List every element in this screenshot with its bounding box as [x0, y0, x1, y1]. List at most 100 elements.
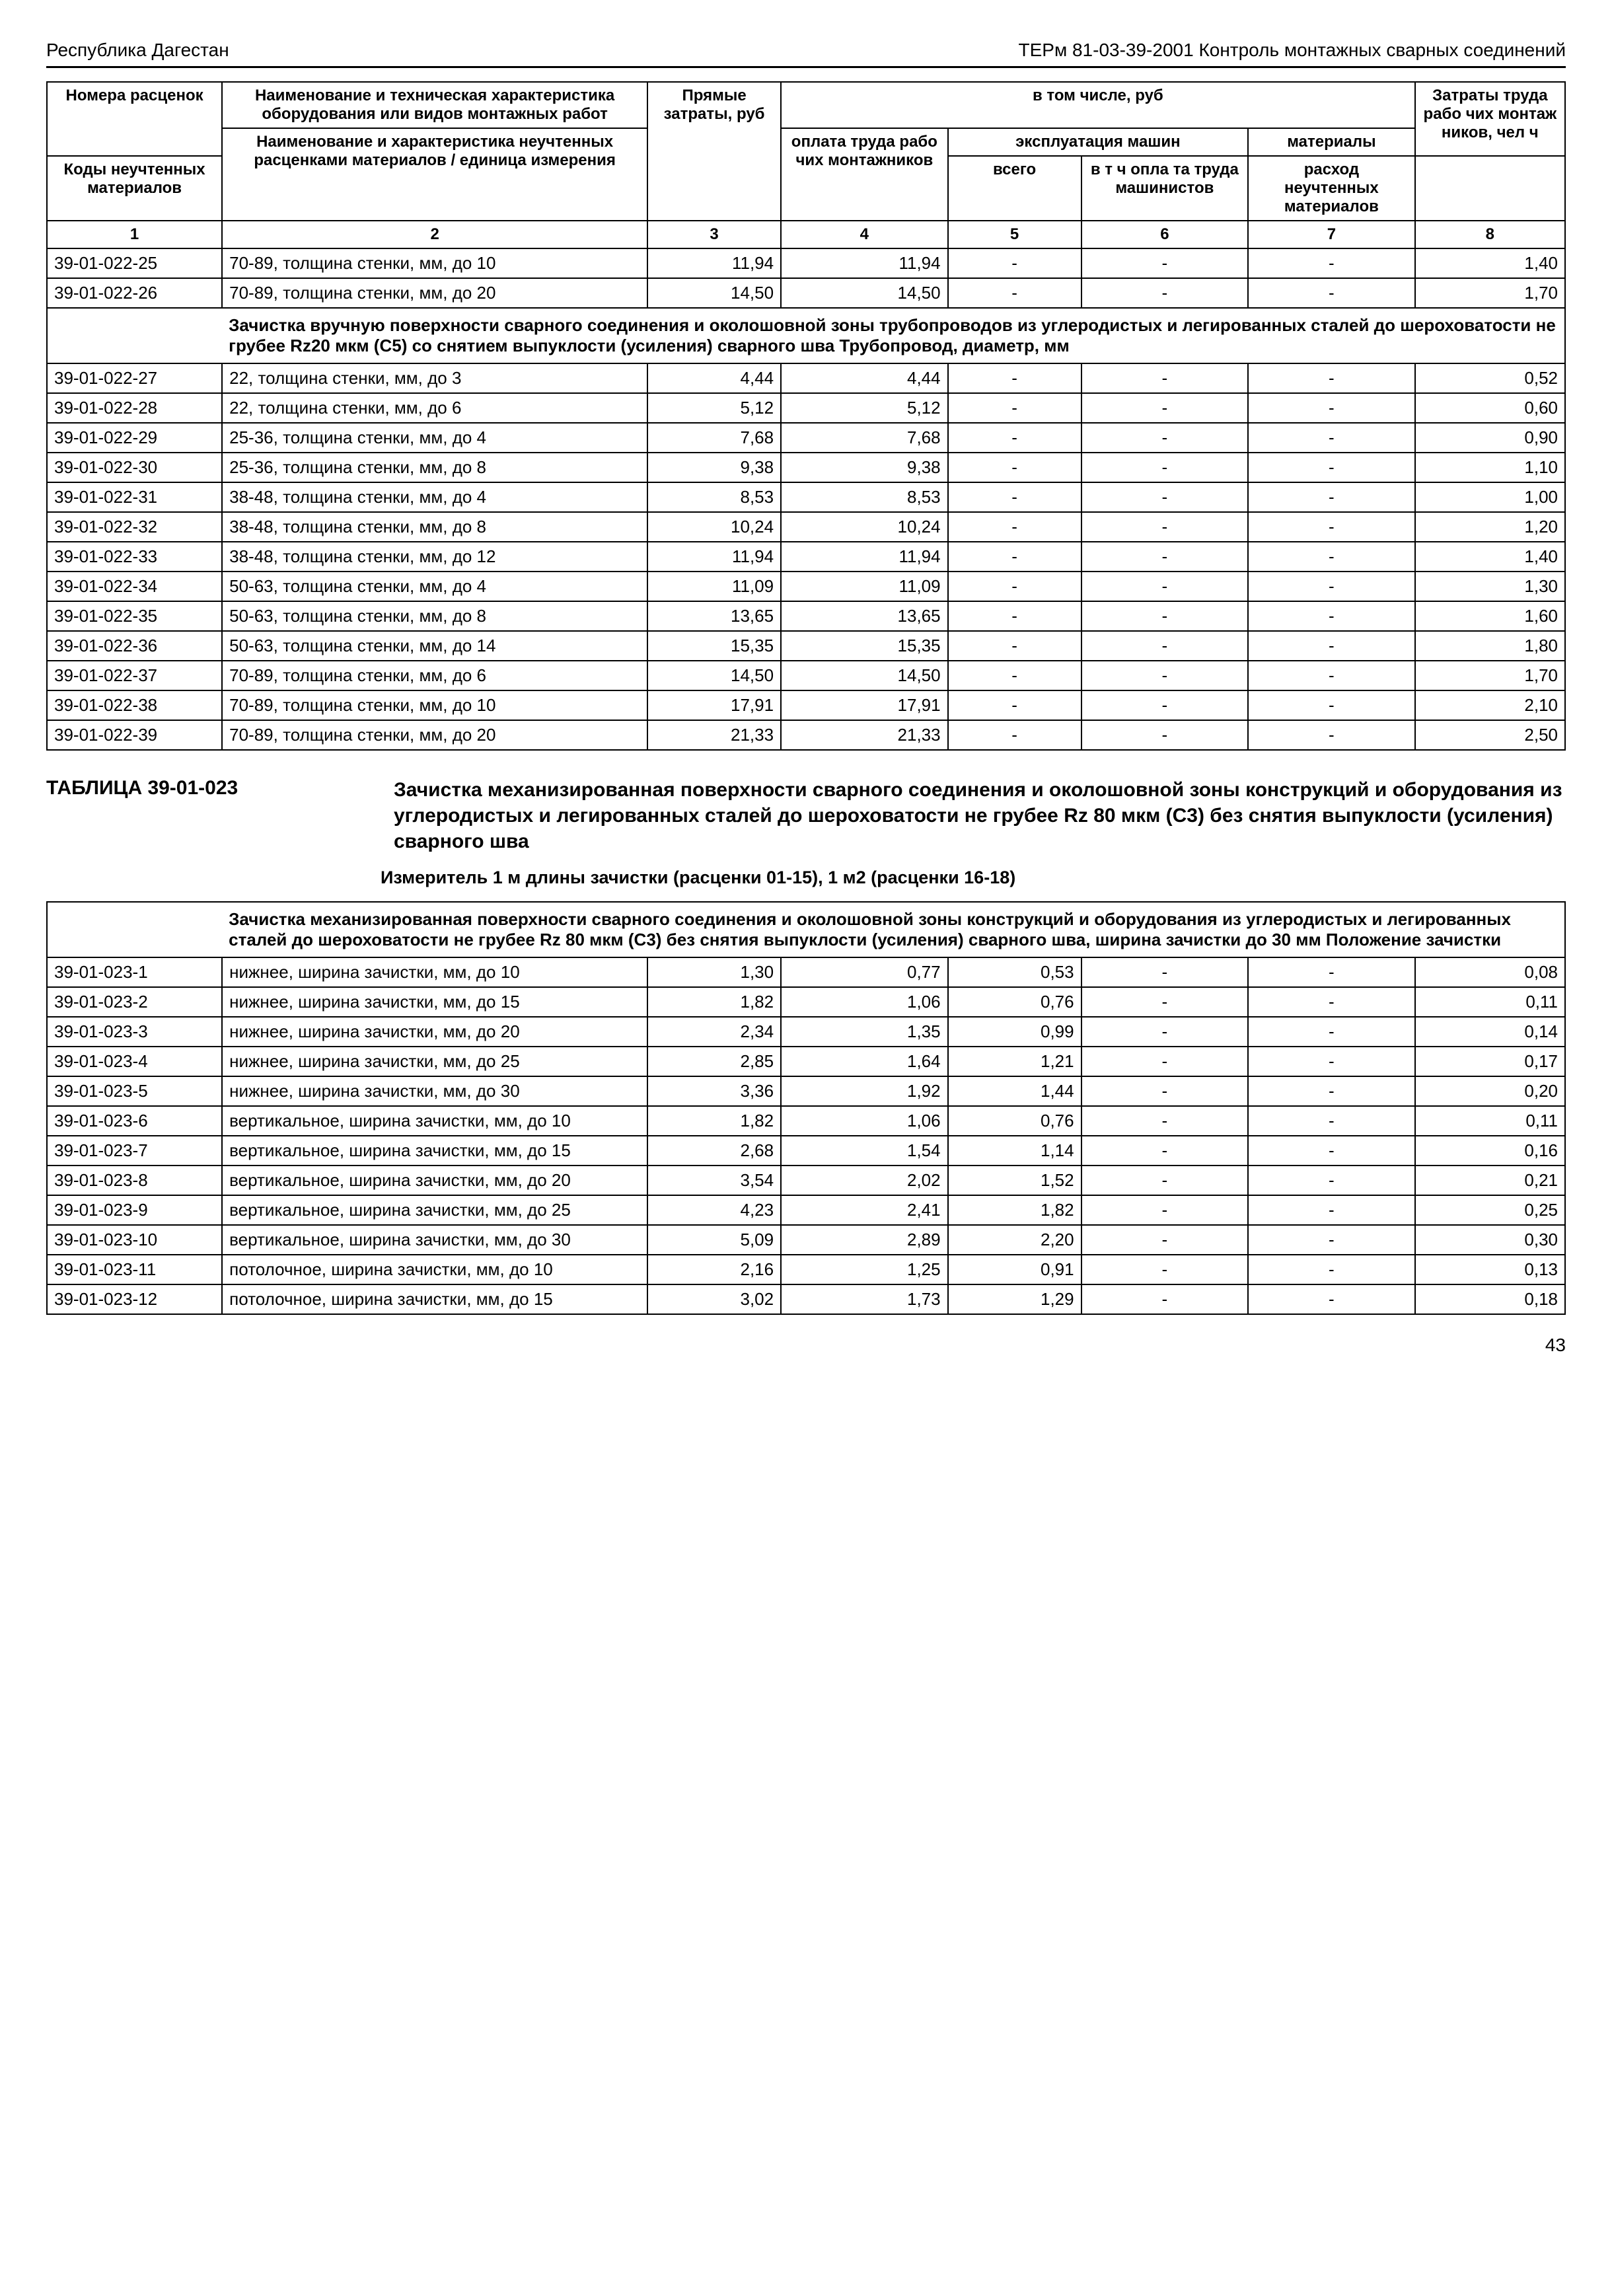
cell: 1,21 [948, 1047, 1081, 1076]
cell: - [1248, 1047, 1415, 1076]
cell: - [1081, 1047, 1249, 1076]
cell: - [1081, 1017, 1249, 1047]
cell: 5,12 [781, 393, 948, 423]
cell: 1,70 [1415, 661, 1565, 690]
cell: 0,60 [1415, 393, 1565, 423]
cell: 3,02 [647, 1284, 781, 1314]
cell: 0,25 [1415, 1195, 1565, 1225]
cell: - [1081, 512, 1249, 542]
cell: 14,50 [781, 278, 948, 308]
cell: 0,99 [948, 1017, 1081, 1047]
cell: 70-89, толщина стенки, мм, до 20 [222, 278, 647, 308]
cell: - [1248, 1017, 1415, 1047]
cell: - [1248, 542, 1415, 572]
cell: 38-48, толщина стенки, мм, до 8 [222, 512, 647, 542]
cell: 39-01-023-6 [47, 1106, 222, 1136]
page-number: 43 [46, 1335, 1566, 1356]
cell: - [1248, 1166, 1415, 1195]
section2-text: Зачистка механизированная поверхности св… [222, 902, 1565, 957]
th-material-cons: расход неучтенных материалов [1248, 156, 1415, 221]
cell: 1,44 [948, 1076, 1081, 1106]
table-row: 39-01-022-2722, толщина стенки, мм, до 3… [47, 363, 1565, 393]
cell: - [1248, 393, 1415, 423]
cell: - [948, 248, 1081, 278]
table-row: 39-01-023-4нижнее, ширина зачистки, мм, … [47, 1047, 1565, 1076]
cell: - [948, 661, 1081, 690]
cell: 22, толщина стенки, мм, до 6 [222, 393, 647, 423]
cell: 11,94 [781, 542, 948, 572]
cell: 11,09 [781, 572, 948, 601]
cell: 11,94 [781, 248, 948, 278]
th-direct-cost: Прямые затраты, руб [647, 82, 781, 221]
table-head: Номера расценок Наименование и техническ… [47, 82, 1565, 248]
cell: - [1081, 1195, 1249, 1225]
cell: 17,91 [781, 690, 948, 720]
cell: 1,70 [1415, 278, 1565, 308]
table-row: 39-01-022-3870-89, толщина стенки, мм, д… [47, 690, 1565, 720]
th-total: всего [948, 156, 1081, 221]
cell: - [1081, 720, 1249, 750]
cell: - [948, 720, 1081, 750]
cell: 0,16 [1415, 1136, 1565, 1166]
cell: - [1248, 482, 1415, 512]
th-driver-pay: в т ч опла та труда машинистов [1081, 156, 1249, 221]
cell: - [1081, 1255, 1249, 1284]
cell: 39-01-022-34 [47, 572, 222, 601]
cell: 39-01-022-33 [47, 542, 222, 572]
cell: 39-01-023-4 [47, 1047, 222, 1076]
cell: 39-01-022-28 [47, 393, 222, 423]
cell: - [948, 363, 1081, 393]
cell: 39-01-022-29 [47, 423, 222, 453]
cell: 1,06 [781, 987, 948, 1017]
cell: - [1248, 987, 1415, 1017]
cell: 1,20 [1415, 512, 1565, 542]
cell: вертикальное, ширина зачистки, мм, до 10 [222, 1106, 647, 1136]
cell: 1,92 [781, 1076, 948, 1106]
th-n2: 2 [222, 221, 647, 248]
cell: - [1248, 690, 1415, 720]
cell: - [1081, 482, 1249, 512]
th-n7: 7 [1248, 221, 1415, 248]
th-n4: 4 [781, 221, 948, 248]
cell: 50-63, толщина стенки, мм, до 4 [222, 572, 647, 601]
cell: 2,10 [1415, 690, 1565, 720]
cell: 70-89, толщина стенки, мм, до 20 [222, 720, 647, 750]
table-row: 39-01-023-10вертикальное, ширина зачистк… [47, 1225, 1565, 1255]
cell: - [1081, 1284, 1249, 1314]
th-n1: 1 [47, 221, 222, 248]
cell: - [1081, 542, 1249, 572]
cell: нижнее, ширина зачистки, мм, до 15 [222, 987, 647, 1017]
cell: 13,65 [647, 601, 781, 631]
cell: - [948, 601, 1081, 631]
cell: - [948, 278, 1081, 308]
section1-text: Зачистка вручную поверхности сварного со… [222, 308, 1565, 363]
cell: 0,76 [948, 1106, 1081, 1136]
th-code: Номера расценок [47, 82, 222, 156]
cell: 39-01-022-35 [47, 601, 222, 631]
cell: 1,64 [781, 1047, 948, 1076]
table-row: 39-01-022-3238-48, толщина стенки, мм, д… [47, 512, 1565, 542]
cell: 11,94 [647, 542, 781, 572]
cell: вертикальное, ширина зачистки, мм, до 25 [222, 1195, 647, 1225]
th-n8: 8 [1415, 221, 1565, 248]
cell: 39-01-023-1 [47, 957, 222, 987]
cell: 0,21 [1415, 1166, 1565, 1195]
cell: 70-89, толщина стенки, мм, до 6 [222, 661, 647, 690]
cell: - [1248, 572, 1415, 601]
cell: 11,09 [647, 572, 781, 601]
cell: 0,91 [948, 1255, 1081, 1284]
cell: 1,00 [1415, 482, 1565, 512]
table-row: 39-01-022-2670-89, толщина стенки, мм, д… [47, 278, 1565, 308]
cell: 50-63, толщина стенки, мм, до 8 [222, 601, 647, 631]
cell: 1,14 [948, 1136, 1081, 1166]
cell: 1,82 [647, 1106, 781, 1136]
tbody-block-2: 39-01-022-2722, толщина стенки, мм, до 3… [47, 363, 1565, 750]
cell: - [1081, 631, 1249, 661]
table-row: 39-01-023-8вертикальное, ширина зачистки… [47, 1166, 1565, 1195]
cell: нижнее, ширина зачистки, мм, до 10 [222, 957, 647, 987]
cell: - [1248, 1195, 1415, 1225]
cell: 9,38 [647, 453, 781, 482]
cell: 39-01-022-30 [47, 453, 222, 482]
cell: - [1081, 1136, 1249, 1166]
cell: 4,44 [647, 363, 781, 393]
